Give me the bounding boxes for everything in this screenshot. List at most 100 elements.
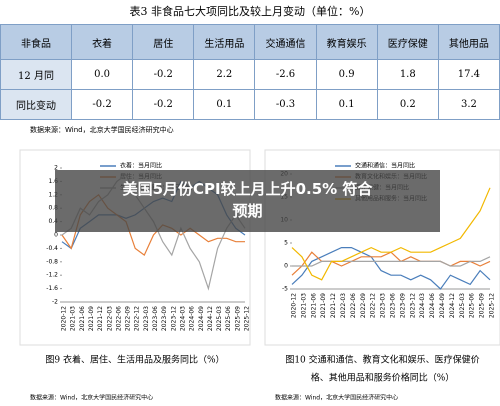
y-tick-label: 0.8 (48, 205, 58, 212)
table: 非食品 衣着 居住 生活用品 交通通信 教育娱乐 医疗保健 其他用品 12 月同 0.0 -0.2 2… (0, 24, 500, 120)
x-tick-label: 2024-03 (419, 293, 426, 318)
overlay-title: 美国5月份CPI较上月上升0.5% 符合 预期 (55, 170, 440, 232)
x-tick-label: 2023-03 (380, 293, 387, 318)
overlay-line: 预期 (232, 202, 263, 220)
y-tick-label: 5 (284, 240, 288, 247)
y-tick-label: -2 (52, 299, 58, 306)
x-tick-label: 2023-06 (152, 306, 159, 331)
x-tick-label: 2025-06 (225, 306, 232, 331)
cell: 3.2 (437, 89, 500, 120)
cell: 17.4 (437, 59, 500, 90)
header-cell: 居住 (132, 24, 195, 60)
x-tick-label: 2024-09 (439, 293, 446, 318)
legend-label: 交通和通信：当月同比 (355, 162, 415, 170)
y-tick-label: 1.2 (48, 191, 58, 198)
x-tick-label: 2023-06 (390, 293, 397, 318)
caption: 格、其他用品和服务价格同比（%） (311, 372, 455, 384)
x-tick-label: 2025-03 (216, 306, 223, 331)
x-tick-label: 2021-06 (79, 306, 86, 331)
x-tick-label: 2021-03 (300, 293, 307, 318)
x-tick-label: 2021-06 (310, 293, 317, 318)
cell: -0.2 (70, 89, 134, 120)
y-tick-label: -1.6 (46, 285, 58, 292)
x-tick-label: 2021-09 (88, 306, 95, 331)
table-title: 表3 非食品七大项同比及较上月变动（单位：%） (129, 5, 371, 18)
x-tick-label: 2023-12 (409, 293, 416, 318)
x-tick-label: 2023-09 (161, 306, 168, 331)
header-cell: 衣着 (70, 24, 134, 60)
row: 同比变动 -0.2 -0.2 0.1 -0.3 0.1 0.2 3.2 (0, 89, 500, 120)
y-tick-label: -1.2 (46, 272, 58, 279)
x-tick-label: 2021-12 (330, 293, 337, 318)
series-line (292, 256, 491, 267)
header-cell: 教育娱乐 (315, 24, 378, 60)
x-tick-label: 2022-03 (106, 306, 113, 331)
x-tick-label: 2022-03 (340, 293, 347, 318)
x-tick-label: 2021-12 (97, 306, 104, 331)
series-line (291, 247, 491, 290)
y-tick-label: -0.8 (46, 258, 58, 265)
x-tick-label: 2023-03 (143, 306, 150, 331)
x-tick-label: 2022-12 (134, 306, 141, 331)
x-tick-label: 2024-06 (429, 293, 436, 318)
series-line (291, 251, 491, 276)
x-tick-label: 2020-12 (291, 293, 298, 318)
header-cell: 生活用品 (193, 24, 256, 60)
legend-label: 衣着：当月同比 (120, 162, 162, 170)
cell: -2.6 (254, 59, 317, 90)
x-tick-label: 2024-09 (198, 306, 205, 331)
x-tick-label: 2021-03 (70, 306, 77, 331)
cell: -0.3 (254, 89, 317, 120)
panel (264, 149, 500, 346)
x-tick-label: 2022-12 (370, 293, 377, 318)
source: 数据来源：Wind，北京大学国民经济研究中心 (30, 126, 174, 134)
cell: 2.2 (193, 59, 256, 90)
x-tick-label: 2025-06 (469, 293, 476, 318)
y-tick-label: 2 (54, 165, 58, 172)
header-row: 非食品 衣着 居住 生活用品 交通通信 教育娱乐 医疗保健 其他用品 (0, 24, 500, 60)
source: 数据来源：Wind，北京大学国民经济研究中心 (275, 394, 398, 402)
x-tick-label: 2024-03 (179, 306, 186, 331)
x-tick-label: 2020-12 (61, 306, 68, 331)
caption: 图10 交通和通信、教育文化和娱乐、医疗保健价 (285, 354, 479, 366)
x-tick-label: 2022-06 (350, 293, 357, 318)
y-tick-label: -5 (282, 286, 288, 293)
cell: -0.2 (132, 59, 195, 90)
x-tick-label: 2021-09 (320, 293, 327, 318)
header-cell: 交通通信 (254, 24, 317, 60)
cell: 同比变动 (0, 89, 72, 120)
x-tick-label: 2022-09 (360, 293, 367, 318)
cell: 0.2 (376, 89, 439, 120)
panel (19, 149, 251, 346)
x-tick-label: 2025-09 (479, 293, 486, 318)
x-tick-label: 2022-09 (125, 306, 132, 331)
cell: 0.0 (70, 59, 134, 90)
x-tick-label: 2025-12 (489, 293, 496, 318)
x-tick-label: 2022-06 (115, 306, 122, 331)
y-tick-label: 1.6 (48, 178, 58, 185)
x-tick-label: 2025-09 (234, 306, 241, 331)
y-tick-label: 0.4 (48, 218, 58, 225)
y-tick-label: 0 (54, 232, 58, 239)
x-tick-label: 2025-03 (459, 293, 466, 318)
x-tick-label: 2025-12 (244, 306, 251, 331)
series-line (291, 187, 491, 281)
y-tick-label: -0.4 (46, 245, 58, 252)
x-tick-label: 2024-12 (449, 293, 456, 318)
x-tick-label: 2023-09 (399, 293, 406, 318)
x-tick-label: 2024-12 (207, 306, 214, 331)
y-tick-label: 0 (284, 263, 288, 270)
source: 数据来源：Wind，北京大学国民经济研究中心 (30, 394, 153, 402)
x-tick-label: 2023-12 (170, 306, 177, 331)
caption: 图9 衣着、居住、生活用品及服务同比（%） (45, 354, 224, 366)
overlay-line: 美国5月份CPI较上月上升0.5% 符合 (122, 180, 373, 198)
cell: -0.2 (132, 89, 195, 120)
cell: 0.1 (193, 89, 256, 120)
cell: 0.9 (315, 59, 378, 90)
x-tick-label: 2024-06 (189, 306, 196, 331)
cell: 12 月同 (0, 59, 72, 90)
header-cell: 医疗保健 (376, 24, 439, 60)
header-cell: 其他用品 (437, 24, 500, 60)
